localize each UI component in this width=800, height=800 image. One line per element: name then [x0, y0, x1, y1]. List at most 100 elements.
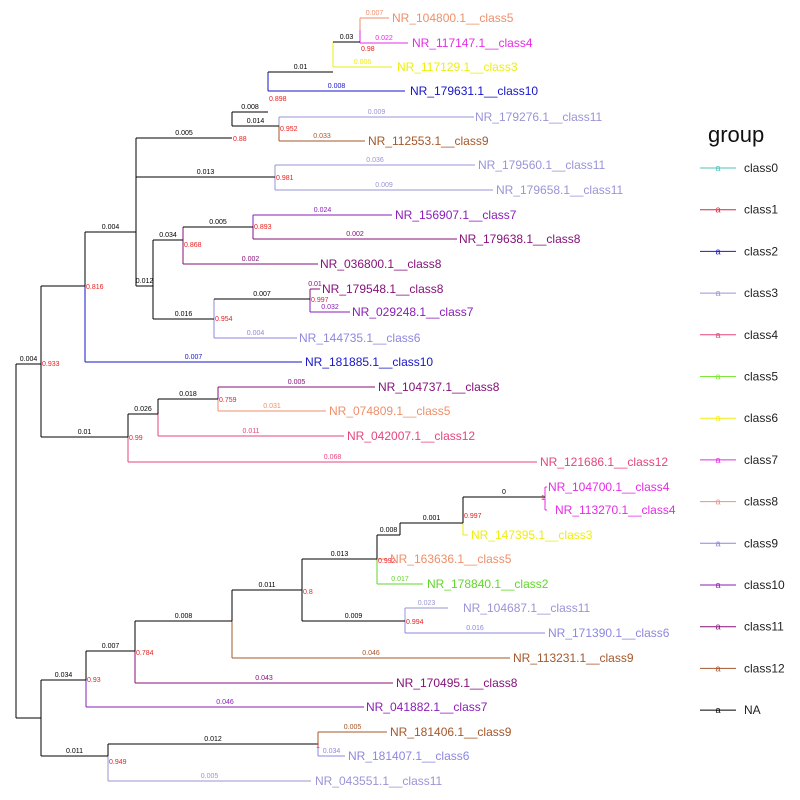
bootstrap-value: 0.981: [276, 175, 294, 182]
branch-length-label: 0.013: [197, 169, 215, 176]
branch-length-label: 0.036: [366, 157, 384, 164]
bootstrap-value: 0.933: [42, 361, 60, 368]
legend-swatch-glyph: a: [715, 663, 720, 673]
branch-length-label: 0.004: [20, 356, 38, 363]
branch-length-label: 0.012: [136, 278, 154, 285]
bootstrap-value: 0.994: [406, 619, 424, 626]
branch-length-label: 0.007: [366, 10, 384, 17]
bootstrap-value: 0.949: [109, 759, 127, 766]
branch-length-label: 0.004: [102, 224, 120, 231]
branch-length-label: 0.005: [344, 724, 362, 731]
legend-title: group: [708, 122, 764, 147]
bootstrap-value: 1: [541, 495, 545, 502]
legend-swatch-glyph: a: [715, 705, 720, 715]
legend-swatch-glyph: a: [715, 246, 720, 256]
tip-label: NR_179638.1__class8: [459, 232, 581, 246]
branch-length-label: 0.016: [466, 625, 484, 632]
legend-label: class8: [744, 495, 778, 509]
legend-swatch-glyph: a: [715, 413, 720, 423]
bootstrap-value: 0.93: [87, 677, 101, 684]
branch-length-label: 0.001: [423, 515, 441, 522]
branch-length-label: 0.068: [324, 454, 342, 461]
bootstrap-value: 0.992: [378, 558, 396, 565]
branch-length-label: 0.031: [263, 403, 281, 410]
bootstrap-value: 0.98: [361, 46, 375, 53]
branch-length-label: 0.033: [313, 133, 331, 140]
tip-label: NR_171390.1__class6: [548, 626, 670, 640]
legend-label: class5: [744, 370, 778, 384]
branch-length-label: 0.03: [340, 34, 354, 41]
bootstrap-value: 0.868: [184, 242, 202, 249]
legend-label: class4: [744, 328, 778, 342]
tip-label: NR_036800.1__class8: [320, 257, 442, 271]
legend-swatch-glyph: a: [715, 455, 720, 465]
tip-label: NR_041882.1__class7: [366, 700, 488, 714]
branch-length-label: 0.032: [321, 304, 339, 311]
branch-length-label: 0.023: [418, 600, 436, 607]
tip-label: NR_113231.1__class9: [513, 651, 634, 665]
tip-label: NR_147395.1__class3: [471, 528, 593, 542]
branch-length-label: 0.012: [204, 736, 222, 743]
legend-label: class7: [744, 453, 778, 467]
branch-length-label: 0.034: [55, 672, 73, 679]
tip-label: NR_112553.1__class9: [368, 134, 489, 148]
branch-length-label: 0.002: [346, 231, 364, 238]
legend-swatch-glyph: a: [715, 163, 720, 173]
branch-length-label: 0.01: [308, 281, 322, 288]
branch-length-label: 0.024: [314, 207, 332, 214]
tip-label: NR_121686.1__class12: [540, 455, 668, 469]
tip-label: NR_178840.1__class2: [427, 577, 549, 591]
legend-label: class2: [744, 244, 778, 258]
branch-length-label: 0.011: [243, 428, 260, 435]
branch-length-label: 0.007: [253, 291, 271, 298]
legend-label: class1: [744, 203, 778, 217]
tip-label: NR_042007.1__class12: [347, 429, 475, 443]
tip-label: NR_104687.1__class11: [463, 601, 591, 615]
branch-length-label: 0.005: [201, 773, 219, 780]
tip-label: NR_181407.1__class6: [348, 749, 470, 763]
bootstrap-value: 0.759: [219, 397, 237, 404]
branch-length-label: 0.008: [380, 527, 398, 534]
legend-label: class0: [744, 161, 778, 175]
bootstrap-value: 0.8: [303, 589, 313, 596]
branch-length-label: 0.01: [294, 64, 308, 71]
bootstrap-value: 0.784: [136, 650, 154, 657]
legend-label: class10: [744, 578, 785, 592]
tip-label: NR_144735.1__class6: [299, 331, 421, 345]
branch-length-label: 0.01: [78, 429, 92, 436]
branch-length-label: 0.018: [179, 391, 197, 398]
branch-length-label: 0.004: [247, 330, 265, 337]
legend-label: class3: [744, 286, 778, 300]
branch-length-label: 0.009: [375, 182, 393, 189]
tip-label: NR_181885.1__class10: [305, 355, 433, 369]
bootstrap-value: 0.952: [280, 126, 298, 133]
tip-label: NR_179631.1__class10: [410, 84, 538, 98]
legend-swatch-glyph: a: [715, 372, 720, 382]
tip-label: NR_156907.1__class7: [395, 208, 517, 222]
tip-label: NR_170495.1__class8: [396, 676, 518, 690]
branch-length-label: 0.046: [216, 699, 234, 706]
branch-length-label: 0.005: [209, 219, 227, 226]
branch-length-label: 0: [502, 489, 506, 496]
branch-length-label: 0.008: [241, 104, 259, 111]
branch-length-label: 0.002: [242, 256, 260, 263]
tip-label: NR_117129.1__class3: [397, 60, 518, 74]
tip-label: NR_179548.1__class8: [322, 282, 444, 296]
branch-length-label: 0.026: [134, 406, 152, 413]
legend-swatch-glyph: a: [715, 622, 720, 632]
branch-length-label: 0.007: [102, 643, 120, 650]
branch-length-label: 0.009: [368, 109, 386, 116]
bootstrap-value: 0.997: [464, 513, 482, 520]
branch-length-label: 0.009: [345, 613, 363, 620]
bootstrap-value: 0.99: [129, 435, 143, 442]
tip-label: NR_179276.1__class11: [475, 110, 603, 124]
legend-label: class6: [744, 411, 778, 425]
legend-swatch-glyph: a: [715, 288, 720, 298]
legend-label: class9: [744, 536, 778, 550]
tip-label: NR_113270.1__class4: [555, 503, 676, 517]
tip-label: NR_104800.1__class5: [392, 11, 514, 25]
branch-length-label: 0.022: [375, 35, 393, 42]
branch-length-label: 0.006: [354, 59, 372, 66]
branch-length-label: 0.043: [255, 675, 273, 682]
